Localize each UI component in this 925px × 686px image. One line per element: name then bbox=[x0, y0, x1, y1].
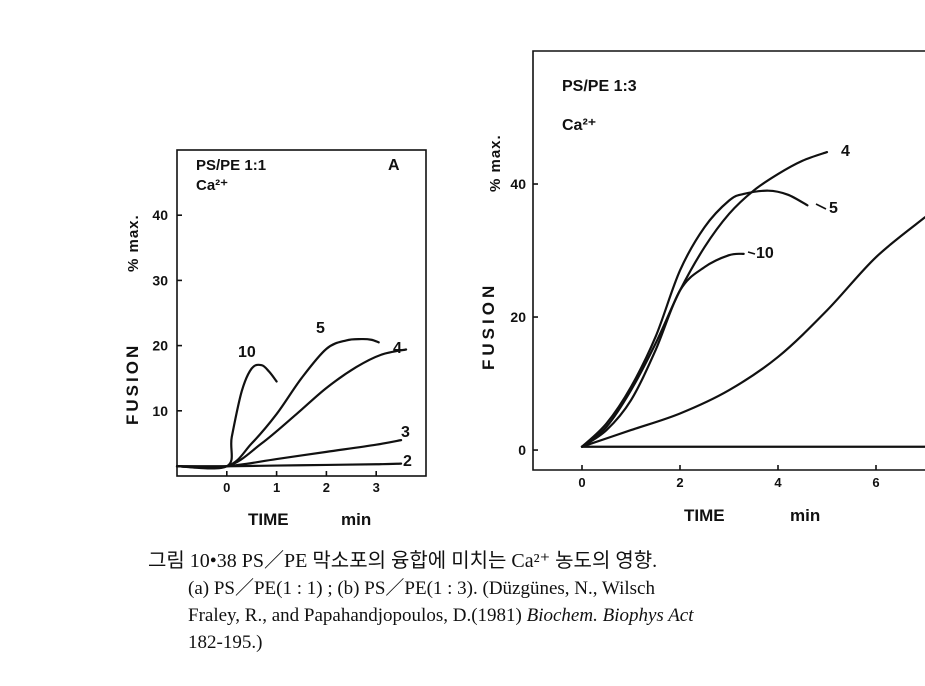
series-line-3 bbox=[175, 439, 403, 468]
y-tick-label: 0 bbox=[518, 442, 526, 458]
panel-b-legend-line-1: PS/PE 1:3 bbox=[562, 78, 637, 95]
y-tick-label: 20 bbox=[510, 309, 526, 325]
x-tick-label: 2 bbox=[323, 480, 330, 495]
panel-a-curves bbox=[175, 337, 408, 470]
series-label-5: 5 bbox=[316, 320, 325, 337]
x-tick-label: 0 bbox=[578, 475, 585, 490]
panel-b-xlabel: TIME bbox=[684, 506, 725, 525]
series-line-unlabeled-3 bbox=[580, 216, 925, 448]
series-label-3: 3 bbox=[401, 424, 410, 441]
series-line-5 bbox=[175, 337, 380, 469]
label-leader-1 bbox=[747, 251, 756, 255]
series-line-4 bbox=[580, 150, 829, 448]
caption-line-2: (a) PS／PE(1 : 1) ; (b) PS／PE(1 : 3). (Dü… bbox=[188, 578, 655, 599]
panel-a-ticks bbox=[177, 214, 378, 476]
y-tick-label: 10 bbox=[152, 403, 168, 419]
panel-a: PS/PE 1:1 Ca²⁺ A TIME min FUSION % max. … bbox=[123, 149, 427, 529]
panel-b-series-labels: 4 5 10 bbox=[747, 143, 850, 262]
panel-b-yunit: % max. bbox=[487, 134, 504, 192]
caption-line-1: 그림 10•38 PS／PE 막소포의 융합에 미치는 Ca²⁺ 농도의 영향. bbox=[148, 550, 658, 572]
y-tick-label: 20 bbox=[152, 338, 168, 354]
panel-a-yunit: % max. bbox=[125, 214, 142, 272]
panel-a-legend-line-1: PS/PE 1:1 bbox=[196, 157, 266, 174]
series-line-10 bbox=[580, 252, 745, 448]
panel-a-legend-line-2: Ca²⁺ bbox=[196, 177, 228, 194]
caption-journal: Biochem. Biophys Act bbox=[526, 605, 694, 626]
panel-b-ylabel: FUSION bbox=[479, 282, 498, 370]
series-label-5: 5 bbox=[829, 200, 838, 217]
panel-b: PS/PE 1:3 Ca²⁺ TIME min FUSION % max. 0 2… bbox=[479, 50, 925, 525]
panel-b-ticks bbox=[533, 183, 877, 470]
panel-a-xunit: min bbox=[341, 510, 371, 529]
x-tick-label: 0 bbox=[223, 480, 230, 495]
series-line-5 bbox=[580, 189, 809, 448]
label-leader-0 bbox=[815, 203, 827, 210]
panel-b-xunit: min bbox=[790, 506, 820, 525]
panel-b-frame bbox=[532, 50, 925, 471]
series-label-4: 4 bbox=[393, 340, 402, 357]
panel-b-legend-line-2: Ca²⁺ bbox=[562, 117, 596, 134]
x-tick-label: 1 bbox=[273, 480, 280, 495]
panel-b-tick-labels: 0 2 4 6 0 20 40 bbox=[510, 176, 879, 490]
panel-a-ylabel: FUSION bbox=[123, 343, 142, 425]
series-label-4: 4 bbox=[841, 143, 850, 160]
caption-line-3: Fraley, R., and Papahandjopoulos, D.(198… bbox=[148, 602, 925, 629]
caption-line-4: 182-195.) bbox=[188, 632, 263, 653]
figure-caption: 그림 10•38 PS／PE 막소포의 융합에 미치는 Ca²⁺ 농도의 영향.… bbox=[148, 548, 925, 656]
panel-a-series-labels: 10 5 4 3 2 bbox=[238, 320, 412, 470]
panel-a-tick-labels: 0 1 2 3 10 20 30 40 bbox=[152, 207, 379, 495]
x-tick-label: 6 bbox=[872, 475, 879, 490]
panel-a-xlabel: TIME bbox=[248, 510, 289, 529]
panel-a-frame bbox=[176, 149, 427, 477]
series-line-10 bbox=[175, 363, 278, 470]
y-tick-label: 40 bbox=[510, 176, 526, 192]
x-tick-label: 2 bbox=[676, 475, 683, 490]
series-line-4 bbox=[175, 348, 408, 469]
panel-a-letter: A bbox=[388, 157, 400, 174]
y-tick-label: 30 bbox=[152, 272, 168, 288]
series-label-10: 10 bbox=[238, 344, 256, 361]
series-label-10: 10 bbox=[756, 245, 774, 262]
x-tick-label: 4 bbox=[774, 475, 782, 490]
y-tick-label: 40 bbox=[152, 207, 168, 223]
caption-authors: Fraley, R., and Papahandjopoulos, D.(198… bbox=[188, 605, 527, 626]
x-tick-label: 3 bbox=[373, 480, 380, 495]
series-label-2: 2 bbox=[403, 453, 412, 470]
series-line-2 bbox=[175, 462, 403, 468]
panel-b-curves bbox=[580, 150, 925, 448]
